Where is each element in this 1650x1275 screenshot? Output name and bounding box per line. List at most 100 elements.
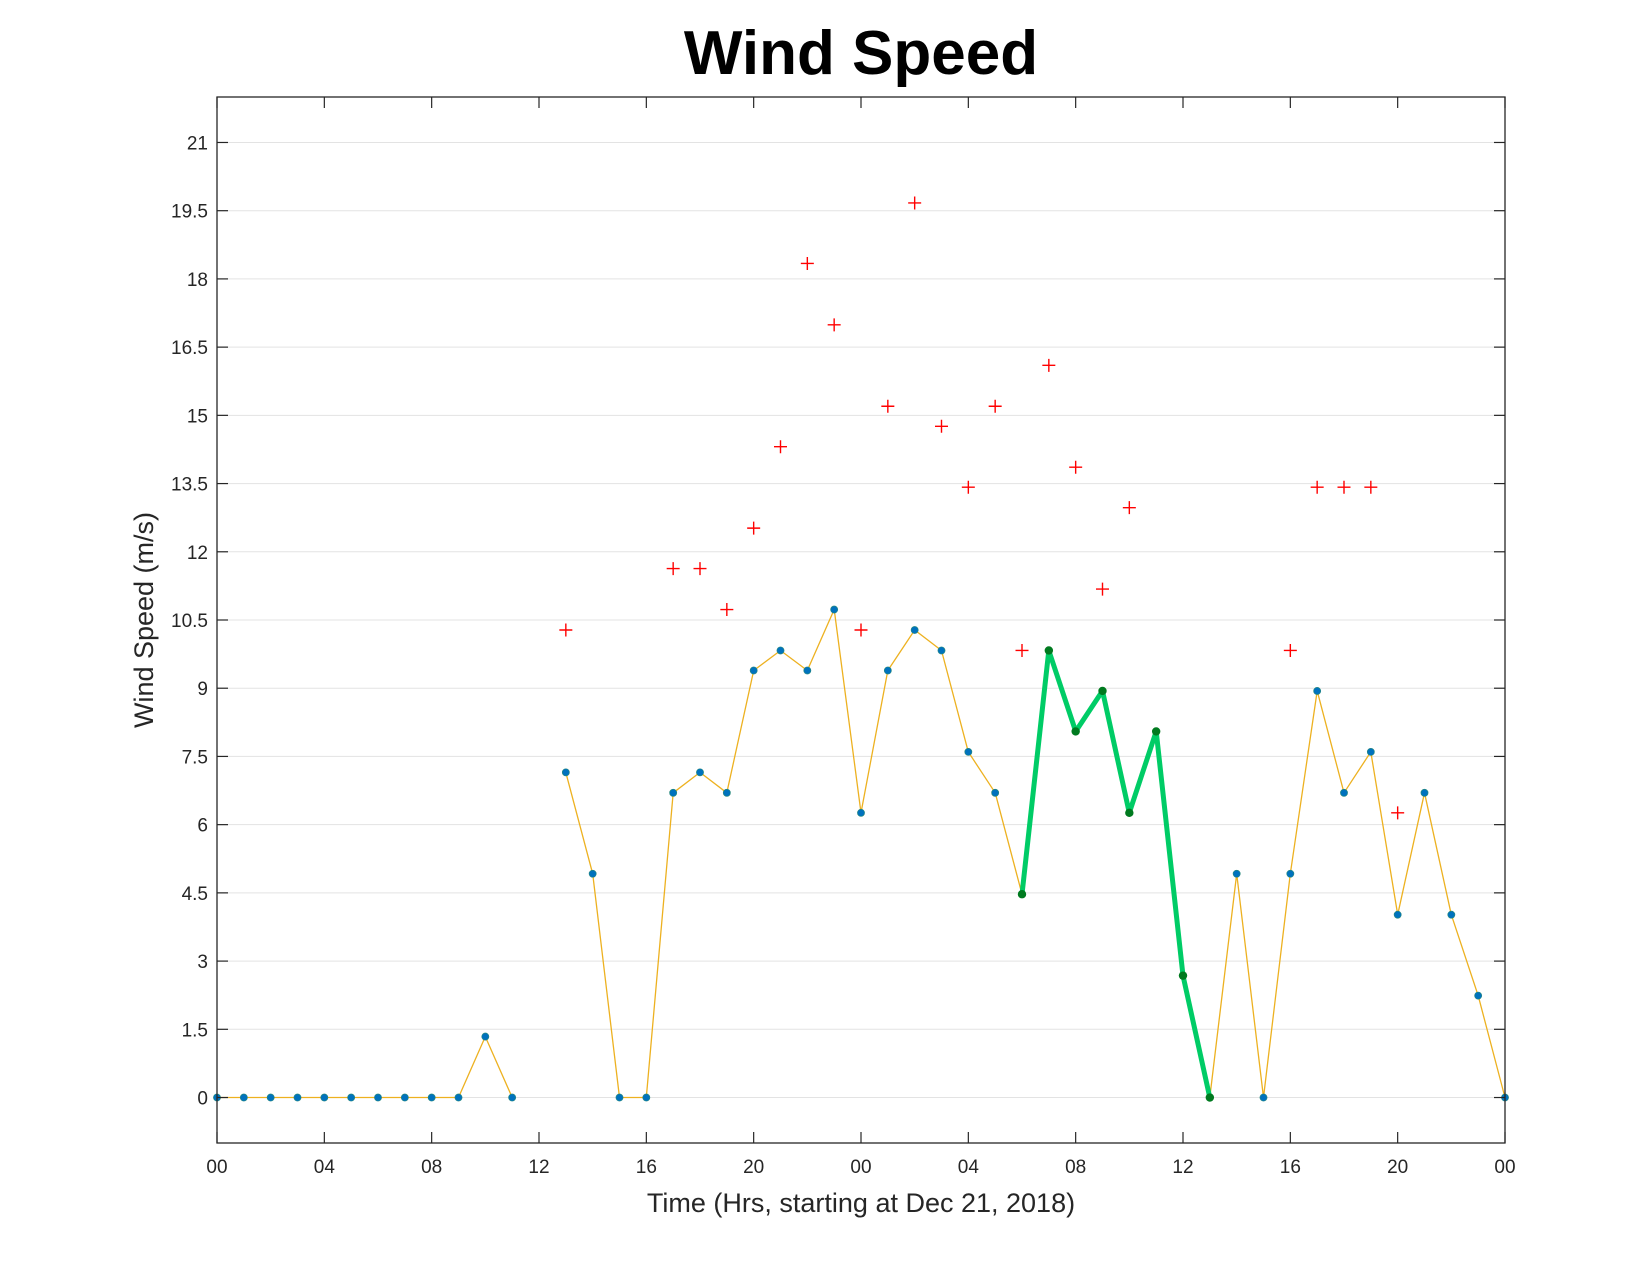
highlight-line	[1019, 648, 1213, 1100]
wind-speed-point	[454, 1093, 463, 1102]
wind-speed-point	[857, 808, 865, 817]
gust-marker	[1015, 643, 1029, 657]
axes: 0 1.5 3 4.5 6 7.5 9 10.5 12 13.5 15 16.5 18 19.5 21 00 0…	[171, 97, 1516, 1178]
gust-marker	[1122, 501, 1136, 515]
x-tick-label: 20	[1387, 1157, 1408, 1178]
wind-speed-point	[1340, 788, 1348, 797]
wind-speed-point	[803, 666, 812, 675]
highlight-point	[1044, 646, 1054, 655]
gust-marker	[1096, 582, 1109, 596]
wind-speed-point	[347, 1093, 356, 1102]
x-tick-label: 08	[1065, 1157, 1086, 1178]
wind-speed-point	[937, 646, 946, 655]
y-tick-label: 0	[197, 1089, 208, 1110]
x-tick-label: 20	[743, 1157, 764, 1178]
y-tick-label: 6	[197, 816, 208, 837]
wind-speed-point	[1366, 747, 1375, 756]
wind-speed-point	[427, 1093, 436, 1102]
wind-speed-point	[1313, 687, 1322, 695]
y-tick-label: 16.5	[171, 338, 208, 359]
series-layer	[213, 196, 1509, 1102]
gust-marker	[908, 196, 922, 210]
y-tick-label: 21	[187, 133, 208, 154]
gust-marker	[1337, 480, 1351, 494]
x-tick-label: 12	[528, 1157, 549, 1178]
highlight-point	[1205, 1093, 1215, 1102]
wind-speed-point	[830, 605, 839, 614]
x-tick-label: 04	[958, 1157, 980, 1178]
wind-speed-point	[1474, 991, 1483, 1000]
y-tick-label: 1.5	[182, 1020, 208, 1041]
x-tick-label: 12	[1172, 1157, 1193, 1178]
gust-marker	[854, 623, 868, 637]
wind-speed-point	[910, 626, 919, 634]
gust-marker	[666, 562, 680, 576]
x-axis-title: Time (Hrs, starting at Dec 21, 2018)	[647, 1188, 1075, 1218]
wind-speed-point	[991, 788, 1000, 797]
chart-title: Wind Speed	[684, 19, 1038, 88]
gust-marker	[774, 440, 787, 454]
wind-speed-point	[1286, 869, 1295, 878]
highlight-point	[1151, 727, 1161, 736]
gust-marker	[1364, 480, 1378, 494]
gust-marker	[1310, 480, 1324, 494]
gust-marker	[800, 256, 814, 270]
x-tick-label: 04	[314, 1157, 336, 1178]
wind-speed-point	[561, 768, 570, 777]
wind-speed-point	[669, 788, 678, 797]
wind-speed-line-segment	[217, 1035, 513, 1099]
wind-speed-point	[1393, 910, 1402, 919]
y-tick-label: 7.5	[182, 747, 208, 768]
highlight-point	[1017, 890, 1027, 899]
y-tick-label: 10.5	[171, 611, 208, 632]
wind-speed-point	[400, 1093, 409, 1102]
wind-speed-point	[749, 666, 758, 675]
wind-speed-point	[374, 1093, 382, 1102]
highlight-point	[1125, 808, 1134, 818]
wind-speed-point	[883, 666, 892, 675]
gust-marker	[1042, 358, 1056, 372]
x-tick-label: 00	[850, 1157, 871, 1178]
gust-marker	[881, 399, 895, 413]
wind-speed-point	[776, 646, 785, 655]
x-tick-label: 08	[421, 1157, 442, 1178]
y-tick-label: 13.5	[171, 475, 208, 496]
x-tick-label: 16	[636, 1157, 657, 1178]
wind-speed-point	[588, 869, 597, 878]
wind-speed-point	[642, 1093, 651, 1102]
y-tick-label: 12	[187, 543, 208, 564]
x-tick-label: 16	[1280, 1157, 1301, 1178]
gust-marker	[559, 623, 573, 637]
grid-lines	[217, 141, 1505, 1099]
y-axis-title: Wind Speed (m/s)	[129, 512, 159, 728]
gust-marker	[1283, 643, 1297, 657]
wind-speed-point	[1447, 910, 1456, 919]
wind-speed-point	[722, 788, 731, 797]
y-tick-label: 15	[187, 406, 208, 427]
wind-speed-point	[615, 1093, 624, 1102]
wind-speed-point	[1420, 788, 1429, 797]
y-tick-label: 18	[187, 270, 208, 291]
wind-speed-point	[239, 1093, 248, 1102]
wind-speed-point	[320, 1093, 329, 1102]
wind-speed-point	[266, 1093, 275, 1102]
highlight-point	[1071, 727, 1080, 736]
wind-speed-point	[508, 1093, 517, 1102]
gust-marker	[961, 480, 975, 494]
gust-marker	[1069, 460, 1083, 474]
x-tick-label: 00	[206, 1157, 227, 1178]
gust-marker	[988, 399, 1002, 413]
wind-speed-point	[481, 1032, 490, 1041]
gust-marker	[747, 521, 761, 535]
gust-marker	[693, 562, 707, 576]
wind-speed-point	[293, 1093, 302, 1102]
wind-speed-point	[964, 747, 973, 756]
gust-marker	[827, 318, 841, 332]
gust-marker	[720, 603, 734, 617]
x-tick-label: 00	[1494, 1157, 1515, 1178]
wind-speed-point	[1259, 1093, 1268, 1102]
highlight-point	[1098, 686, 1107, 696]
y-tick-label: 4.5	[182, 884, 208, 905]
